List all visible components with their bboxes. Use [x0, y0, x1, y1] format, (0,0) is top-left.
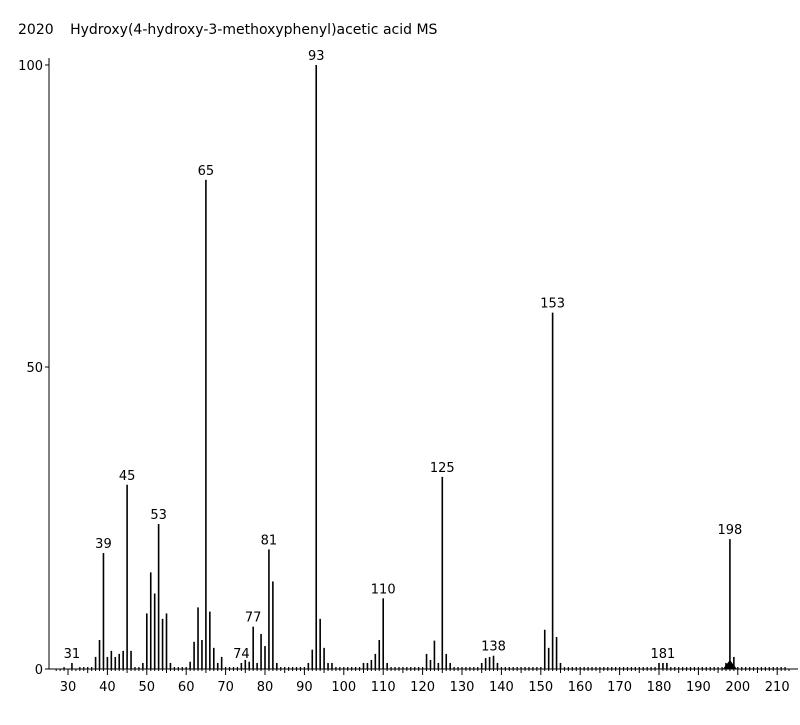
- chart-title-text: Hydroxy(4-hydroxy-3-methoxyphenyl)acetic…: [70, 22, 438, 38]
- x-tick-label: 130: [450, 680, 475, 695]
- x-tick-label: 150: [528, 680, 553, 695]
- peak-label: 77: [245, 611, 262, 626]
- peak-label: 74: [233, 647, 250, 662]
- y-tick-label: 0: [35, 663, 43, 678]
- peak-label: 65: [198, 164, 215, 179]
- chart-title-number: 2020: [18, 22, 54, 38]
- peak-label: 31: [64, 647, 81, 662]
- y-tick-label: 50: [26, 361, 43, 376]
- x-tick-label: 180: [647, 680, 672, 695]
- x-tick-label: 80: [257, 680, 274, 695]
- x-tick-label: 110: [371, 680, 396, 695]
- peak-label: 198: [718, 523, 743, 538]
- x-tick-label: 200: [725, 680, 750, 695]
- peak-label: 39: [95, 537, 112, 552]
- peak-label: 45: [119, 469, 136, 484]
- x-tick-label: 50: [139, 680, 156, 695]
- x-tick-label: 190: [686, 680, 711, 695]
- x-tick-label: 60: [178, 680, 195, 695]
- peak-label: 53: [150, 508, 167, 523]
- x-tick-label: 30: [60, 680, 77, 695]
- minor-peaks: [63, 667, 786, 669]
- peak-labels: 31 39 45 53 65 74 77 81 93 110 125 138 153 181 198: [64, 49, 743, 662]
- peak-label: 153: [540, 297, 565, 312]
- chart-axes: 0 50 100 30 40 50 60 70 80 90 100 110 120 130 140 150 16…: [18, 58, 798, 695]
- peak-label: 181: [651, 647, 676, 662]
- x-tick-label: 140: [489, 680, 514, 695]
- x-tick-label: 120: [410, 680, 435, 695]
- x-tick-label: 160: [568, 680, 593, 695]
- x-tick-label: 210: [765, 680, 790, 695]
- x-tick-label: 100: [331, 680, 356, 695]
- x-tick-label: 70: [217, 680, 234, 695]
- y-tick-label: 100: [18, 59, 43, 74]
- peak-label: 138: [481, 640, 506, 655]
- peak-label: 125: [430, 461, 455, 476]
- peak-label: 110: [371, 582, 396, 597]
- x-tick-label: 170: [607, 680, 632, 695]
- x-tick-label: 90: [296, 680, 313, 695]
- chart-title: 2020 Hydroxy(4-hydroxy-3-methoxyphenyl)a…: [18, 22, 437, 38]
- peak-bars: [71, 65, 735, 669]
- peak-label: 93: [308, 49, 325, 64]
- peak-label: 81: [261, 533, 278, 548]
- x-tick-label: 40: [99, 680, 116, 695]
